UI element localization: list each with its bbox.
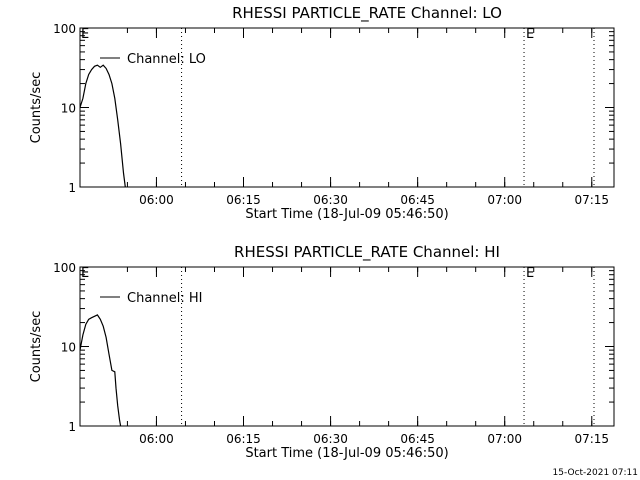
chart1-y-tick-label: 100 [53, 22, 76, 36]
chart2-x-tick-label: 07:00 [487, 432, 522, 446]
chart2-corner-mark: E [81, 266, 89, 281]
chart2-y-axis-label: Counts/sec [29, 311, 44, 383]
chart2-x-tick-label: 06:45 [400, 432, 435, 446]
chart1-y-axis-label: Counts/sec [29, 72, 44, 144]
chart2-x-tick-label: 06:30 [313, 432, 348, 446]
chart2-legend-label: Channel: HI [127, 291, 203, 306]
chart2-y-tick-label: 100 [53, 261, 76, 275]
chart1-legend-label: Channel: LO [127, 52, 206, 67]
chart1-series-channel-lo [79, 64, 126, 188]
chart2-x-tick-label: 06:15 [226, 432, 261, 446]
chart2-x-tick-label: 06:00 [139, 432, 174, 446]
chart1-title: RHESSI PARTICLE_RATE Channel: LO [232, 4, 502, 23]
chart1-x-tick-label: 07:00 [487, 193, 522, 207]
chart1-x-tick-label: 06:30 [313, 193, 348, 207]
chart1-y-tick-label: 1 [68, 181, 76, 195]
footer-timestamp: 15-Oct-2021 07:11 [553, 468, 638, 478]
chart1-y-tick-label: 10 [61, 102, 76, 116]
chart1-x-tick-label: 06:15 [226, 193, 261, 207]
chart2-y-tick-label: 10 [61, 341, 76, 355]
chart2-title: RHESSI PARTICLE_RATE Channel: HI [234, 243, 500, 262]
chart2-event-label: E [526, 266, 534, 281]
chart1-x-tick-label: 06:00 [139, 193, 174, 207]
chart1-x-tick-label: 07:15 [574, 193, 609, 207]
chart1-event-label: E [526, 27, 534, 42]
chart1-corner-mark: E [81, 27, 89, 42]
chart1-x-tick-label: 06:45 [400, 193, 435, 207]
chart2-y-tick-label: 1 [68, 420, 76, 434]
chart1-x-axis-label: Start Time (18-Jul-09 05:46:50) [245, 207, 448, 222]
chart2-series-channel-hi [79, 314, 122, 427]
chart2-x-tick-label: 07:15 [574, 432, 609, 446]
chart2-x-axis-label: Start Time (18-Jul-09 05:46:50) [245, 446, 448, 461]
